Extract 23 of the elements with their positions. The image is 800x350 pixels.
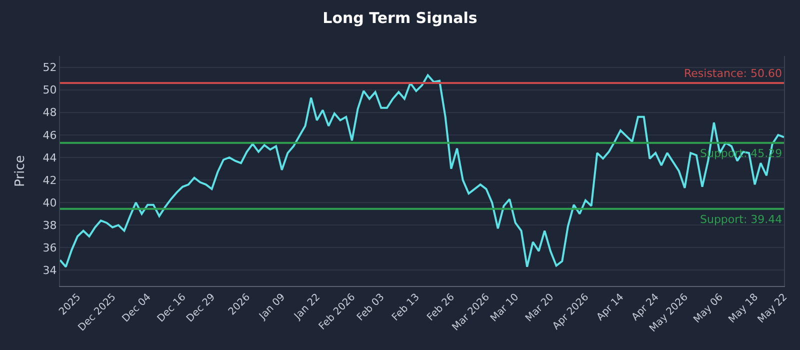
- y-axis-title: Price: [13, 155, 28, 187]
- y-tick-label: 36: [42, 242, 57, 255]
- x-tick-label: Mar 10: [488, 292, 522, 324]
- y-tick-label: 40: [42, 196, 57, 210]
- y-tick-label: 48: [42, 106, 57, 120]
- x-tick-label: Feb 13: [390, 292, 422, 324]
- chart-title: Long Term Signals: [322, 8, 478, 27]
- y-tick-label: 50: [42, 84, 57, 97]
- x-tick-label: Jan 09: [256, 292, 288, 323]
- y-tick-label: 34: [42, 264, 57, 278]
- y-tick-label: 52: [42, 61, 57, 74]
- y-tick-label: 46: [42, 128, 57, 142]
- x-tick-label: Dec 29: [184, 292, 218, 325]
- y-tick-label: 42: [42, 174, 57, 187]
- y-tick-label: 44: [42, 151, 57, 164]
- ref-line-label: Support: 39.44: [700, 213, 782, 226]
- x-tick-label: Jan 22: [292, 292, 323, 323]
- x-tick-label: Apr 14: [594, 292, 626, 324]
- ref-line-label: Resistance: 50.60: [684, 67, 782, 80]
- x-tick-label: Dec 04: [120, 292, 154, 325]
- y-tick-label: 38: [42, 218, 57, 232]
- x-tick-label: Feb 26: [425, 292, 457, 324]
- x-tick-label: Feb 03: [355, 292, 387, 324]
